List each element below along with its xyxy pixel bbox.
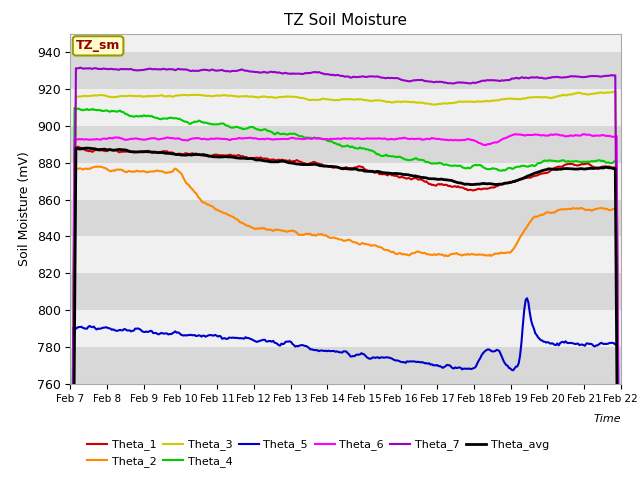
Theta_6 bbox=[467, 137, 474, 143]
Theta_1 bbox=[72, 144, 80, 150]
Theta_1 bbox=[286, 157, 294, 163]
Y-axis label: Soil Moisture (mV): Soil Moisture (mV) bbox=[18, 151, 31, 266]
Theta_2 bbox=[93, 164, 100, 169]
Line: Theta_avg: Theta_avg bbox=[70, 148, 621, 480]
Theta_1 bbox=[465, 187, 473, 193]
Theta_6 bbox=[580, 131, 588, 137]
Theta_2 bbox=[134, 168, 142, 174]
Theta_3 bbox=[467, 99, 474, 105]
Theta_4 bbox=[468, 164, 476, 169]
Line: Theta_5: Theta_5 bbox=[70, 298, 621, 480]
Theta_3 bbox=[413, 100, 420, 106]
Theta_4 bbox=[134, 114, 142, 120]
Theta_2 bbox=[468, 251, 476, 257]
Theta_avg bbox=[468, 181, 476, 187]
Theta_avg bbox=[134, 149, 142, 155]
Theta_1 bbox=[134, 149, 142, 155]
Theta_4 bbox=[465, 166, 473, 171]
Bar bbox=[70, 200, 621, 237]
Theta_4 bbox=[286, 131, 294, 136]
Line: Theta_1: Theta_1 bbox=[70, 147, 621, 480]
Theta_2 bbox=[414, 249, 422, 254]
Theta_avg bbox=[465, 181, 473, 187]
Bar bbox=[70, 237, 621, 273]
Bar bbox=[70, 52, 621, 89]
Theta_6 bbox=[246, 135, 253, 141]
Theta_5 bbox=[464, 366, 472, 372]
Theta_7 bbox=[76, 65, 84, 71]
Bar bbox=[70, 310, 621, 347]
Theta_avg bbox=[414, 174, 422, 180]
Theta_2 bbox=[465, 252, 473, 258]
Theta_5 bbox=[132, 326, 140, 332]
Theta_avg bbox=[247, 156, 255, 161]
Theta_1 bbox=[414, 177, 422, 182]
Theta_5 bbox=[246, 336, 253, 341]
Bar bbox=[70, 126, 621, 163]
Theta_avg bbox=[286, 160, 294, 166]
Theta_1 bbox=[247, 156, 255, 161]
Bar bbox=[70, 347, 621, 384]
Text: TZ_sm: TZ_sm bbox=[76, 39, 120, 52]
Bar bbox=[70, 163, 621, 200]
Theta_6 bbox=[413, 136, 420, 142]
Bar bbox=[70, 273, 621, 310]
Line: Theta_7: Theta_7 bbox=[70, 68, 621, 480]
Theta_5 bbox=[413, 359, 420, 365]
Legend: Theta_1, Theta_2, Theta_3, Theta_4, Theta_5, Theta_6, Theta_7, Theta_avg: Theta_1, Theta_2, Theta_3, Theta_4, Thet… bbox=[83, 435, 554, 471]
Theta_7 bbox=[414, 77, 422, 83]
Theta_4 bbox=[247, 124, 255, 130]
Theta_2 bbox=[247, 224, 255, 230]
Theta_6 bbox=[132, 136, 140, 142]
Theta_7 bbox=[465, 81, 473, 86]
Theta_6 bbox=[285, 136, 292, 142]
Theta_4 bbox=[414, 157, 422, 163]
Theta_3 bbox=[285, 94, 292, 99]
Theta_7 bbox=[247, 69, 255, 74]
Line: Theta_6: Theta_6 bbox=[70, 134, 621, 480]
Theta_7 bbox=[286, 71, 294, 76]
Theta_2 bbox=[286, 228, 294, 234]
Theta_1 bbox=[468, 187, 476, 193]
Theta_3 bbox=[246, 94, 253, 99]
Theta_7 bbox=[134, 68, 142, 73]
Theta_avg bbox=[83, 145, 91, 151]
Theta_3 bbox=[132, 93, 140, 99]
Bar bbox=[70, 15, 621, 52]
Theta_5 bbox=[523, 295, 531, 301]
Bar bbox=[70, 89, 621, 126]
Line: Theta_2: Theta_2 bbox=[70, 167, 621, 480]
Theta_3 bbox=[611, 88, 619, 94]
Line: Theta_3: Theta_3 bbox=[70, 91, 621, 480]
Theta_6 bbox=[464, 136, 472, 142]
Title: TZ Soil Moisture: TZ Soil Moisture bbox=[284, 13, 407, 28]
Theta_3 bbox=[464, 99, 472, 105]
Theta_5 bbox=[467, 366, 474, 372]
Theta_4 bbox=[70, 105, 78, 111]
Theta_7 bbox=[468, 80, 476, 86]
Line: Theta_4: Theta_4 bbox=[70, 108, 621, 480]
Text: Time: Time bbox=[593, 414, 621, 424]
Theta_5 bbox=[285, 339, 292, 345]
